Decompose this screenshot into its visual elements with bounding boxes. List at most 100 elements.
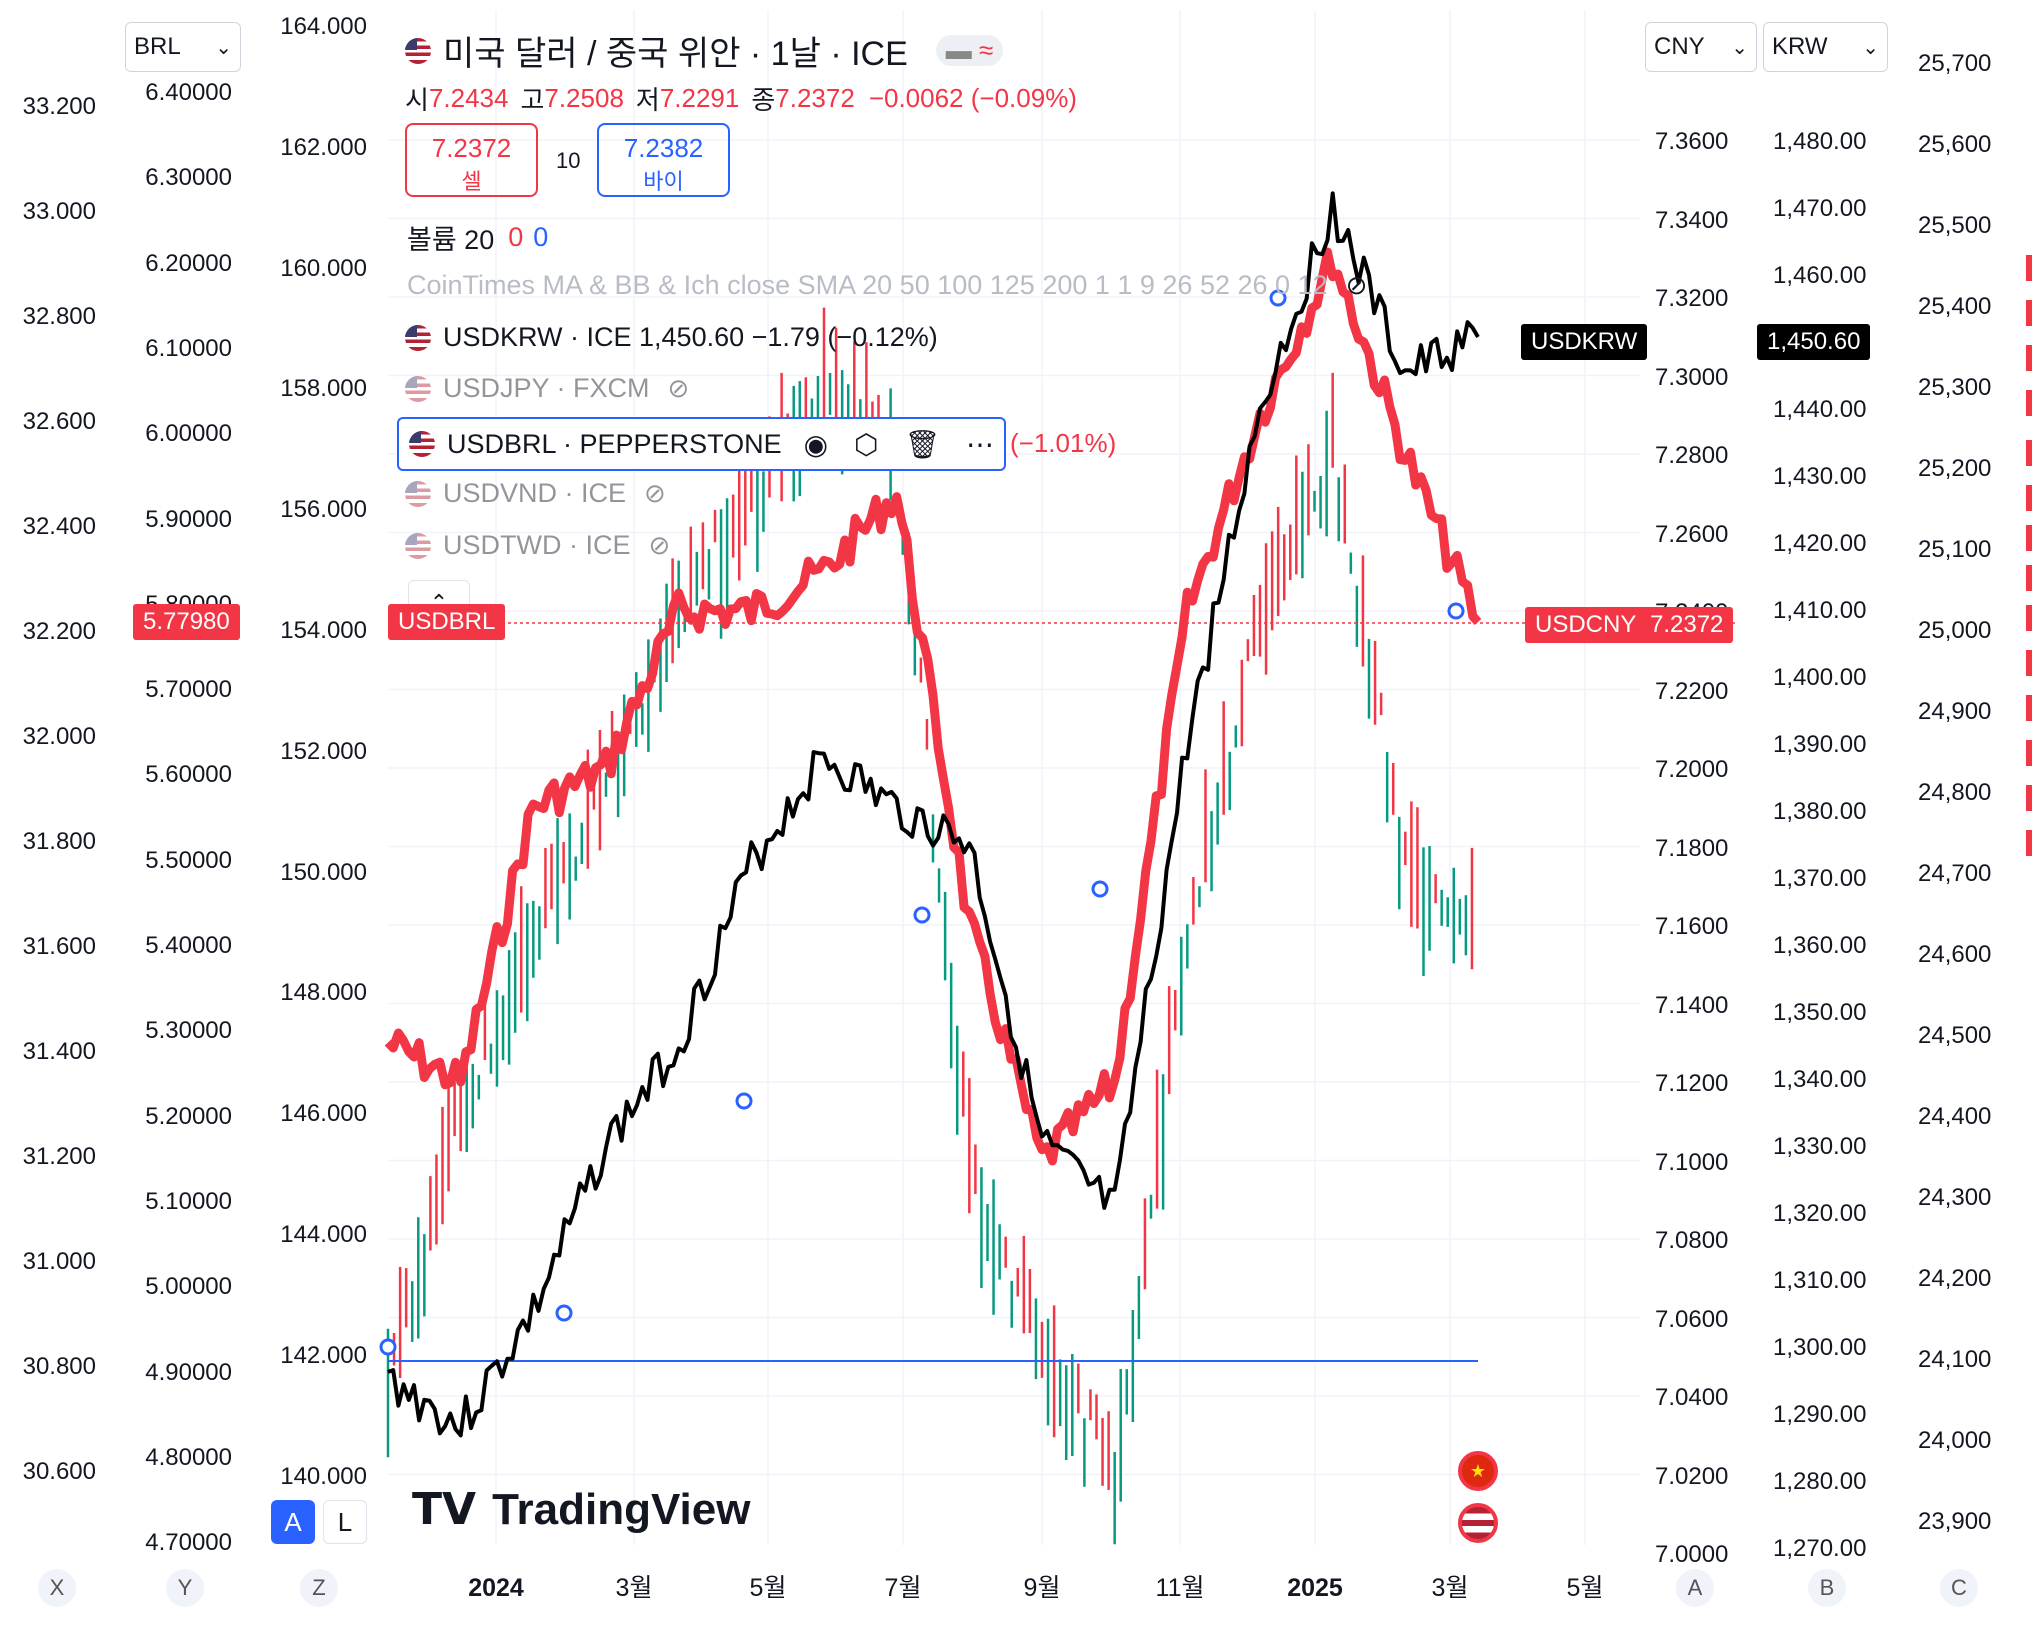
indicator-row[interactable]: CoinTimes MA & BB & Ich close SMA 20 50 … [407, 270, 1367, 301]
vnd-tick-label: 25,300 [1918, 374, 1992, 401]
eye-hidden-icon[interactable]: ⊘ [667, 373, 690, 403]
krw-tick-label: 1,480.00 [1773, 128, 1867, 155]
settings-icon[interactable]: ⬡ [854, 428, 879, 460]
ohlc-row: 시 7.2434 고 7.2508 저 7.2291 종 7.2372 −0.0062 … [405, 80, 1077, 117]
trash-icon[interactable]: 🗑 [904, 428, 941, 460]
twd-tick-label: 32.600 [22, 408, 96, 435]
edge-marker [2026, 565, 2032, 591]
marker [735, 1092, 753, 1110]
vnd-tick-label: 25,500 [1918, 212, 1992, 239]
compare-usdvnd[interactable]: USDVND · ICE ⊘ [405, 478, 666, 509]
edge-marker [2026, 440, 2032, 466]
cny-tick-label: 7.2800 [1655, 442, 1729, 469]
brl-tick-label: 4.80000 [145, 1443, 232, 1471]
edge-marker [2026, 345, 2032, 371]
symbol-title-row[interactable]: 미국 달러 / 중국 위안 · 1날 · ICE ▬ ≈ [405, 26, 1004, 75]
compare-toggle[interactable]: ▬ ≈ [935, 35, 1004, 66]
brl-tick-label: 6.40000 [145, 79, 232, 106]
us-flag-icon[interactable] [1458, 1503, 1498, 1543]
krw-tick-label: 1,270.00 [1773, 1535, 1867, 1562]
eye-hidden-icon[interactable]: ⊘ [644, 478, 666, 508]
compare-usdtwd[interactable]: USDTWD · ICE ⊘ [405, 530, 670, 561]
auto-scale-button[interactable]: A [271, 1500, 315, 1544]
jpy-tick-label: 142.000 [280, 1341, 367, 1369]
edge-marker [2026, 695, 2032, 721]
brl-tick-label: 5.10000 [145, 1187, 232, 1215]
volume-row[interactable]: 볼륨 20 0 0 [407, 218, 548, 257]
eye-hidden-icon[interactable]: ⊘ [648, 530, 671, 560]
compare-usdbrl[interactable]: USDBRL · PEPPERSTONE ◉ ⬡ 🗑 ⋯ [397, 417, 1007, 471]
a-axis-letter[interactable]: A [1676, 1569, 1714, 1607]
jpy-tick-label: 150.000 [280, 858, 367, 886]
krw-tick-label: 1,420.00 [1773, 530, 1867, 557]
krw-tick-label: 1,280.00 [1773, 1468, 1867, 1495]
krw-price-tag: 1,450.60 [1757, 324, 1871, 360]
b-axis-letter[interactable]: B [1808, 1569, 1846, 1607]
brl-tick-label: 6.00000 [145, 420, 232, 448]
usdkrw-line[interactable] [387, 191, 1480, 1438]
twd-tick-label: 32.200 [22, 618, 96, 645]
vnd-tick-label: 25,200 [1918, 455, 1992, 482]
compare-label: USDTWD · ICE [443, 530, 631, 560]
jpy-tick-label: 154.000 [280, 617, 367, 644]
twd-tick-label: 30.600 [22, 1458, 96, 1485]
grid [388, 10, 1640, 1545]
volume-value-2: 0 [533, 222, 549, 252]
cn-flag-icon[interactable]: ★ [1458, 1451, 1498, 1491]
close-value: 7.2372 [775, 83, 855, 113]
brl-tick-label: 5.60000 [145, 761, 232, 789]
cny-scale-label: CNY [1654, 33, 1705, 60]
vnd-tick-label: 24,400 [1918, 1103, 1992, 1130]
volume-label: 볼륨 20 [407, 225, 495, 255]
cny-tick-label: 7.0800 [1655, 1227, 1729, 1254]
vnd-tick-label: 25,700 [1918, 50, 1992, 77]
compare-usdjpy[interactable]: USDJPY · FXCM ⊘ [405, 373, 689, 404]
high-value: 7.2508 [544, 83, 624, 113]
marker [555, 1304, 573, 1322]
tradingview-logo: 𝗧𝗩 TradingView [412, 1484, 750, 1535]
buy-label: 바이 [643, 169, 684, 194]
usdcny-line[interactable] [384, 247, 1482, 1166]
edge-marker [2026, 485, 2032, 511]
eye-hidden-icon[interactable]: ⊘ [1345, 270, 1368, 300]
brl-price-tag: 5.77980 [133, 604, 240, 640]
cny-tick-label: 7.2600 [1655, 520, 1729, 548]
brl-scale-select[interactable]: BRL ⌄ [125, 22, 241, 72]
brl-tick-label: 5.00000 [145, 1273, 232, 1301]
vnd-tick-label: 25,100 [1918, 536, 1992, 563]
cny-price-tag: 7.2372 [1640, 607, 1734, 643]
twd-tick-label: 32.000 [22, 723, 96, 750]
sell-button[interactable]: 7.2372 셀 [405, 123, 538, 197]
krw-scale-label: KRW [1772, 33, 1828, 60]
edge-marker [2026, 605, 2032, 631]
x-axis-letter[interactable]: X [38, 1569, 76, 1607]
more-icon[interactable]: ⋯ [966, 428, 995, 460]
cny-tick-label: 7.0000 [1655, 1541, 1729, 1568]
usd-brl-flag-icon [409, 431, 435, 457]
buy-price: 7.2382 [623, 133, 704, 163]
krw-tick-label: 1,430.00 [1773, 463, 1867, 490]
usd-cny-flag-icon [405, 37, 431, 64]
twd-tick-label: 32.800 [22, 303, 96, 330]
buy-button[interactable]: 7.2382 바이 [597, 123, 730, 197]
c-axis-letter[interactable]: C [1940, 1569, 1978, 1607]
krw-tick-label: 1,310.00 [1773, 1267, 1867, 1294]
low-value: 7.2291 [659, 83, 740, 113]
jpy-tick-label: 140.000 [280, 1462, 367, 1490]
cny-scale-select[interactable]: CNY ⌄ [1645, 22, 1757, 72]
high-label: 고 [520, 85, 545, 115]
low-label: 저 [635, 85, 660, 115]
brl-tick-label: 5.50000 [145, 846, 232, 874]
log-scale-button[interactable]: L [323, 1500, 367, 1544]
eye-icon[interactable]: ◉ [803, 428, 829, 460]
krw-tick-label: 1,340.00 [1773, 1066, 1867, 1093]
compare-usdkrw[interactable]: USDKRW · ICE 1,450.60 −1.79 (−0.12%) [405, 322, 938, 353]
twd-tick-label: 31.400 [22, 1038, 96, 1065]
vnd-tick-label: 24,700 [1918, 860, 1992, 887]
y-axis-letter[interactable]: Y [166, 1569, 204, 1607]
z-axis-letter[interactable]: Z [300, 1569, 338, 1607]
cny-tick-label: 7.1800 [1655, 834, 1729, 862]
vnd-tick-label: 23,900 [1918, 1508, 1992, 1535]
krw-scale-select[interactable]: KRW ⌄ [1763, 22, 1888, 72]
